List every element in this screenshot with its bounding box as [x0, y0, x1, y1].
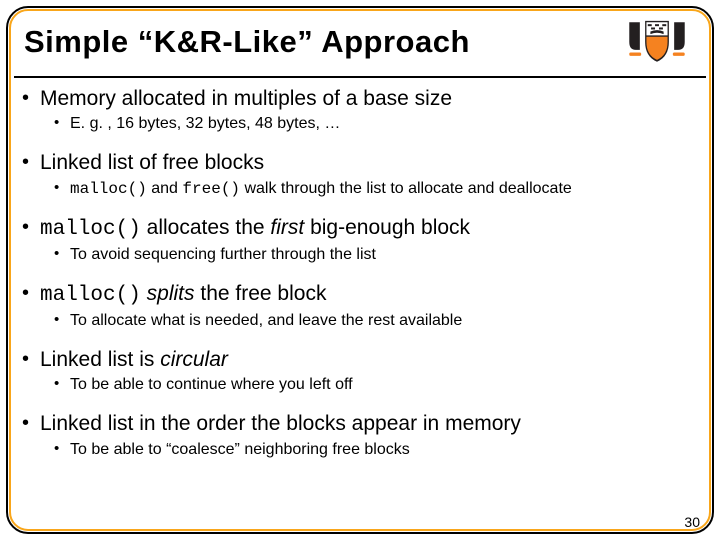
- bullet-3-sub: To avoid sequencing further through the …: [22, 245, 698, 265]
- slide-title: Simple “K&R-Like” Approach: [24, 24, 470, 60]
- bullet-4-post: the free block: [195, 282, 327, 305]
- title-row: Simple “K&R-Like” Approach: [14, 12, 706, 78]
- bullet-4: malloc() splits the free block: [22, 281, 698, 309]
- bullet-3: malloc() allocates the first big-enough …: [22, 215, 698, 243]
- bullet-5-sub: To be able to continue where you left of…: [22, 375, 698, 395]
- bullet-5-pre: Linked list is: [40, 348, 160, 371]
- code-malloc-4: malloc(): [40, 284, 141, 307]
- bullet-2-sub-post: walk through the list to allocate and de…: [240, 180, 572, 197]
- bullet-6-text: Linked list in the order the blocks appe…: [40, 412, 521, 435]
- bullet-6: Linked list in the order the blocks appe…: [22, 411, 698, 437]
- bullet-3-ital: first: [270, 216, 304, 239]
- bullet-2-sub: malloc() and free() walk through the lis…: [22, 179, 698, 199]
- bullet-6-sub: To be able to “coalesce” neighboring fre…: [22, 440, 698, 460]
- bullet-2-text: Linked list of free blocks: [40, 151, 264, 174]
- bullet-4-ital: splits: [147, 282, 195, 305]
- bullet-3-mid: allocates the: [141, 216, 271, 239]
- code-malloc: malloc(): [70, 180, 147, 198]
- bullet-1: Memory allocated in multiples of a base …: [22, 86, 698, 112]
- bullet-2: Linked list of free blocks: [22, 150, 698, 176]
- princeton-shield-icon: [624, 18, 690, 66]
- bullet-1-sub: E. g. , 16 bytes, 32 bytes, 48 bytes, …: [22, 114, 698, 134]
- code-malloc-3: malloc(): [40, 218, 141, 241]
- bullet-5-ital: circular: [160, 348, 228, 371]
- content-area: Memory allocated in multiples of a base …: [22, 78, 698, 512]
- bullet-5: Linked list is circular: [22, 347, 698, 373]
- page-number: 30: [684, 514, 700, 530]
- bullet-3-post: big-enough block: [304, 216, 470, 239]
- bullet-4-sub: To allocate what is needed, and leave th…: [22, 311, 698, 331]
- bullet-2-sub-mid: and: [147, 180, 183, 197]
- bullet-1-text: Memory allocated in multiples of a base …: [40, 87, 452, 110]
- code-free: free(): [182, 180, 240, 198]
